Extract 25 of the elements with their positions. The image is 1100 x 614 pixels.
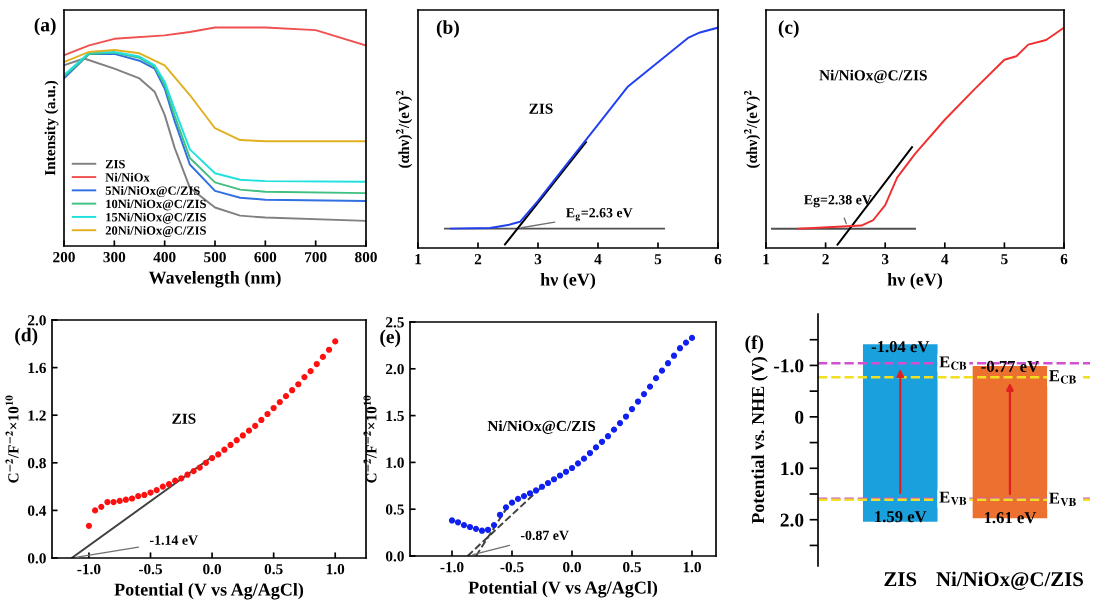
x-axis-title: hν (eV) [540,272,596,290]
x-axis-title: Wavelength (nm) [148,270,281,288]
y-axis-title: Potential vs. NHE (V) [751,357,768,524]
x-axis-title: Potential (V vs Ag/AgCl) [468,580,658,598]
text: (f) [745,335,764,354]
y-tick-label: 1.0 [781,462,804,476]
annotation: E$_{CB}$ [1049,370,1076,384]
annotation: E$_{VB}$ [939,491,967,506]
annotation: -1.04 eV [871,341,930,353]
annotation: E$_{CB}$ [939,356,967,370]
y-tick-label: -1.0 [774,359,804,373]
annotation: (c) [778,20,799,38]
y-tick-label: 2.0 [780,513,804,527]
text: (d) [15,327,38,346]
x-axis-title: hν (eV) [887,272,943,290]
annotation: E$_{VB}$ [1049,492,1076,507]
annotation: 1.61 eV [984,512,1037,524]
x-tick-label: ZIS [884,572,917,587]
text: (a) [34,17,56,36]
x-tick-label: Ni/NiOx@C/ZIS [936,571,1083,590]
y-tick-label: 0 [795,410,804,424]
annotation: 1.59 eV [875,511,927,523]
annotation: (b) [436,20,459,38]
x-axis-title: Potential (V vs Ag/AgCl) [114,582,304,600]
text: (e) [380,329,401,348]
